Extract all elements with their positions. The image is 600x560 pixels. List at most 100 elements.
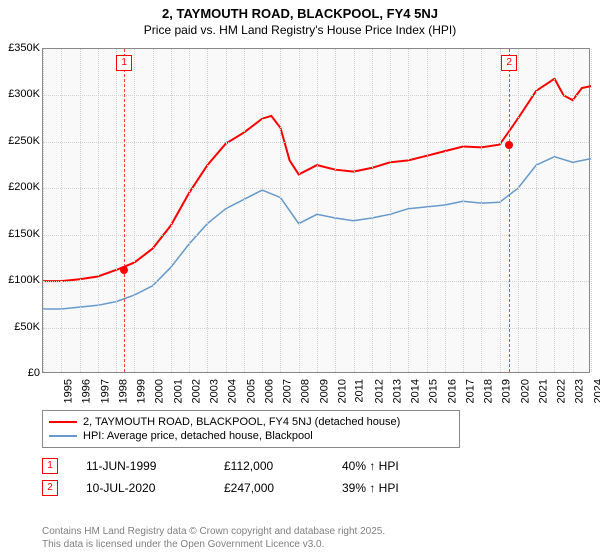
gridline-v bbox=[244, 49, 245, 372]
x-tick-label: 2001 bbox=[172, 379, 184, 403]
x-tick-label: 2014 bbox=[410, 379, 422, 403]
gridline-v bbox=[98, 49, 99, 372]
y-tick-label: £150K bbox=[0, 228, 40, 240]
marker-dash bbox=[509, 49, 510, 372]
gridline-v bbox=[463, 49, 464, 372]
chart-subtitle: Price paid vs. HM Land Registry's House … bbox=[0, 23, 600, 41]
gridline-v bbox=[134, 49, 135, 372]
legend-label: 2, TAYMOUTH ROAD, BLACKPOOL, FY4 5NJ (de… bbox=[83, 416, 400, 428]
x-tick-label: 2018 bbox=[483, 379, 495, 403]
gridline-v bbox=[408, 49, 409, 372]
legend-label: HPI: Average price, detached house, Blac… bbox=[83, 430, 313, 442]
marker-box: 1 bbox=[116, 55, 132, 71]
legend: 2, TAYMOUTH ROAD, BLACKPOOL, FY4 5NJ (de… bbox=[42, 410, 460, 448]
gridline-v bbox=[207, 49, 208, 372]
legend-item: HPI: Average price, detached house, Blac… bbox=[49, 429, 453, 443]
gridline-v bbox=[226, 49, 227, 372]
x-tick-label: 2013 bbox=[391, 379, 403, 403]
gridline-v bbox=[61, 49, 62, 372]
gridline-v bbox=[554, 49, 555, 372]
x-tick-label: 1995 bbox=[62, 379, 74, 403]
data-points-table: 1 11-JUN-1999 £112,000 40% ↑ HPI 2 10-JUL-202… bbox=[42, 455, 590, 499]
legend-swatch bbox=[49, 421, 77, 423]
gridline-v bbox=[390, 49, 391, 372]
marker-dash bbox=[124, 49, 125, 372]
plot-area: 12 bbox=[42, 48, 590, 373]
x-tick-label: 1999 bbox=[136, 379, 148, 403]
x-tick-label: 2010 bbox=[336, 379, 348, 403]
datapoint-marker: 1 bbox=[42, 458, 58, 474]
footer-line-1: Contains HM Land Registry data © Crown c… bbox=[42, 525, 385, 538]
marker-box: 2 bbox=[501, 55, 517, 71]
x-tick-label: 2021 bbox=[537, 379, 549, 403]
footer-line-2: This data is licensed under the Open Gov… bbox=[42, 538, 385, 551]
gridline-v bbox=[481, 49, 482, 372]
x-tick-label: 2011 bbox=[354, 379, 366, 403]
gridline-v bbox=[372, 49, 373, 372]
x-tick-label: 2006 bbox=[263, 379, 275, 403]
datapoint-delta: 39% ↑ HPI bbox=[342, 481, 452, 495]
x-tick-label: 2022 bbox=[556, 379, 568, 403]
gridline-v bbox=[280, 49, 281, 372]
datapoint-date: 11-JUN-1999 bbox=[86, 459, 196, 473]
gridline-v bbox=[43, 49, 44, 372]
y-tick-label: £200K bbox=[0, 181, 40, 193]
x-tick-label: 2003 bbox=[209, 379, 221, 403]
gridline-v bbox=[427, 49, 428, 372]
x-tick-label: 2017 bbox=[464, 379, 476, 403]
legend-swatch bbox=[49, 435, 77, 437]
x-tick-label: 2024 bbox=[592, 379, 600, 403]
x-tick-label: 2012 bbox=[373, 379, 385, 403]
chart-container: 2, TAYMOUTH ROAD, BLACKPOOL, FY4 5NJ Pri… bbox=[0, 0, 600, 560]
x-tick-label: 1997 bbox=[99, 379, 111, 403]
x-tick-label: 2016 bbox=[446, 379, 458, 403]
gridline-v bbox=[189, 49, 190, 372]
gridline-v bbox=[153, 49, 154, 372]
gridline-v bbox=[573, 49, 574, 372]
y-tick-label: £250K bbox=[0, 135, 40, 147]
gridline-v bbox=[116, 49, 117, 372]
x-tick-label: 2005 bbox=[245, 379, 257, 403]
legend-item: 2, TAYMOUTH ROAD, BLACKPOOL, FY4 5NJ (de… bbox=[49, 415, 453, 429]
gridline-v bbox=[591, 49, 592, 372]
y-tick-label: £350K bbox=[0, 42, 40, 54]
x-tick-label: 2015 bbox=[428, 379, 440, 403]
datapoint-price: £112,000 bbox=[224, 459, 314, 473]
marker-dot bbox=[120, 266, 128, 274]
x-tick-label: 2023 bbox=[574, 379, 586, 403]
gridline-v bbox=[335, 49, 336, 372]
x-tick-label: 2004 bbox=[227, 379, 239, 403]
datapoint-price: £247,000 bbox=[224, 481, 314, 495]
gridline-v bbox=[299, 49, 300, 372]
y-tick-label: £50K bbox=[0, 321, 40, 333]
gridline-v bbox=[518, 49, 519, 372]
gridline-v bbox=[445, 49, 446, 372]
footer: Contains HM Land Registry data © Crown c… bbox=[42, 525, 385, 551]
x-tick-label: 1998 bbox=[117, 379, 129, 403]
gridline-v bbox=[500, 49, 501, 372]
x-tick-label: 2008 bbox=[300, 379, 312, 403]
x-tick-label: 2020 bbox=[519, 379, 531, 403]
chart-title: 2, TAYMOUTH ROAD, BLACKPOOL, FY4 5NJ bbox=[0, 0, 600, 23]
y-tick-label: £300K bbox=[0, 88, 40, 100]
datapoint-delta: 40% ↑ HPI bbox=[342, 459, 452, 473]
x-tick-label: 2002 bbox=[190, 379, 202, 403]
x-tick-label: 2009 bbox=[318, 379, 330, 403]
gridline-v bbox=[262, 49, 263, 372]
x-tick-label: 1996 bbox=[81, 379, 93, 403]
y-tick-label: £0 bbox=[0, 367, 40, 379]
x-tick-label: 2000 bbox=[154, 379, 166, 403]
datapoint-row: 1 11-JUN-1999 £112,000 40% ↑ HPI bbox=[42, 455, 590, 477]
gridline-v bbox=[354, 49, 355, 372]
x-tick-label: 2019 bbox=[501, 379, 513, 403]
datapoint-date: 10-JUL-2020 bbox=[86, 481, 196, 495]
x-tick-label: 2007 bbox=[282, 379, 294, 403]
gridline-v bbox=[536, 49, 537, 372]
y-tick-label: £100K bbox=[0, 274, 40, 286]
gridline-v bbox=[171, 49, 172, 372]
marker-dot bbox=[505, 141, 513, 149]
datapoint-marker: 2 bbox=[42, 480, 58, 496]
gridline-v bbox=[80, 49, 81, 372]
datapoint-row: 2 10-JUL-2020 £247,000 39% ↑ HPI bbox=[42, 477, 590, 499]
gridline-v bbox=[317, 49, 318, 372]
